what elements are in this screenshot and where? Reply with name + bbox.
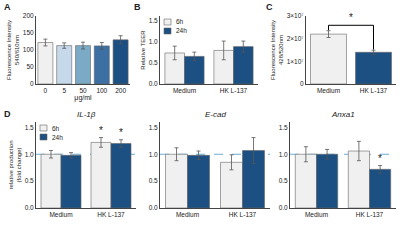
svg-text:Medium: Medium xyxy=(173,87,196,94)
svg-text:0.0: 0.0 xyxy=(149,204,158,211)
svg-text:C: C xyxy=(266,2,273,12)
svg-text:0: 0 xyxy=(30,80,34,87)
svg-text:150: 150 xyxy=(23,29,34,36)
svg-text:24h: 24h xyxy=(52,134,63,141)
svg-text:Medium: Medium xyxy=(317,87,340,94)
svg-text:0.0: 0.0 xyxy=(149,80,158,87)
svg-text:*: * xyxy=(378,153,382,164)
svg-text:1.0: 1.0 xyxy=(279,151,288,158)
svg-text:50: 50 xyxy=(26,63,34,70)
svg-text:5: 5 xyxy=(62,87,66,94)
svg-text:B: B xyxy=(134,2,141,12)
svg-text:24h: 24h xyxy=(176,27,187,34)
svg-text:E-cad: E-cad xyxy=(205,110,226,119)
svg-text:Relative TEER: Relative TEER xyxy=(140,30,146,70)
svg-text:200: 200 xyxy=(115,87,126,94)
svg-text:0.5: 0.5 xyxy=(149,177,158,184)
svg-text:1.5: 1.5 xyxy=(149,17,158,24)
svg-text:A: A xyxy=(4,2,11,12)
svg-text:100: 100 xyxy=(96,87,107,94)
svg-text:100: 100 xyxy=(23,46,34,53)
svg-text:HK L-137: HK L-137 xyxy=(229,211,257,218)
svg-text:Fluorescence Intensity540/610n: Fluorescence Intensity540/610nm xyxy=(6,20,20,80)
svg-text:1.0: 1.0 xyxy=(149,38,158,45)
svg-text:Medium: Medium xyxy=(49,211,72,218)
svg-text:0: 0 xyxy=(300,80,304,87)
svg-text:6h: 6h xyxy=(176,18,184,25)
svg-text:0.5: 0.5 xyxy=(279,177,288,184)
svg-text:Anxa1: Anxa1 xyxy=(331,110,355,119)
svg-text:IL-1β: IL-1β xyxy=(77,110,96,119)
svg-text:200: 200 xyxy=(23,12,34,19)
svg-text:*: * xyxy=(349,12,353,23)
svg-text:μg/ml: μg/ml xyxy=(74,94,92,102)
svg-text:0.0: 0.0 xyxy=(279,204,288,211)
svg-text:0.5: 0.5 xyxy=(149,59,158,66)
svg-text:Medium: Medium xyxy=(176,211,199,218)
svg-text:HK L-137: HK L-137 xyxy=(97,211,125,218)
svg-text:1.5: 1.5 xyxy=(279,124,288,131)
svg-text:D: D xyxy=(4,109,11,119)
svg-text:relative production(fold chang: relative production(fold change) xyxy=(8,140,22,189)
svg-text:Fluorescence Intensity428/520n: Fluorescence Intensity428/520nm xyxy=(270,20,284,80)
svg-text:*: * xyxy=(119,127,123,138)
svg-text:Medium: Medium xyxy=(305,211,328,218)
svg-text:1.0: 1.0 xyxy=(25,151,34,158)
svg-text:1.5: 1.5 xyxy=(149,124,158,131)
svg-text:*: * xyxy=(99,125,103,136)
svg-text:1.5: 1.5 xyxy=(25,124,34,131)
svg-text:6h: 6h xyxy=(52,125,60,132)
svg-text:HK L-137: HK L-137 xyxy=(356,211,384,218)
svg-text:50: 50 xyxy=(79,87,87,94)
svg-text:HK L-137: HK L-137 xyxy=(360,87,388,94)
svg-text:0: 0 xyxy=(44,87,48,94)
svg-text:HK L-137: HK L-137 xyxy=(220,87,248,94)
svg-text:2×10⁷: 2×10⁷ xyxy=(287,35,305,42)
svg-text:1.0: 1.0 xyxy=(149,151,158,158)
svg-text:1×10⁷: 1×10⁷ xyxy=(287,58,305,65)
svg-text:0.0: 0.0 xyxy=(25,204,34,211)
svg-text:0.5: 0.5 xyxy=(25,177,34,184)
svg-text:3×10⁷: 3×10⁷ xyxy=(287,12,305,19)
